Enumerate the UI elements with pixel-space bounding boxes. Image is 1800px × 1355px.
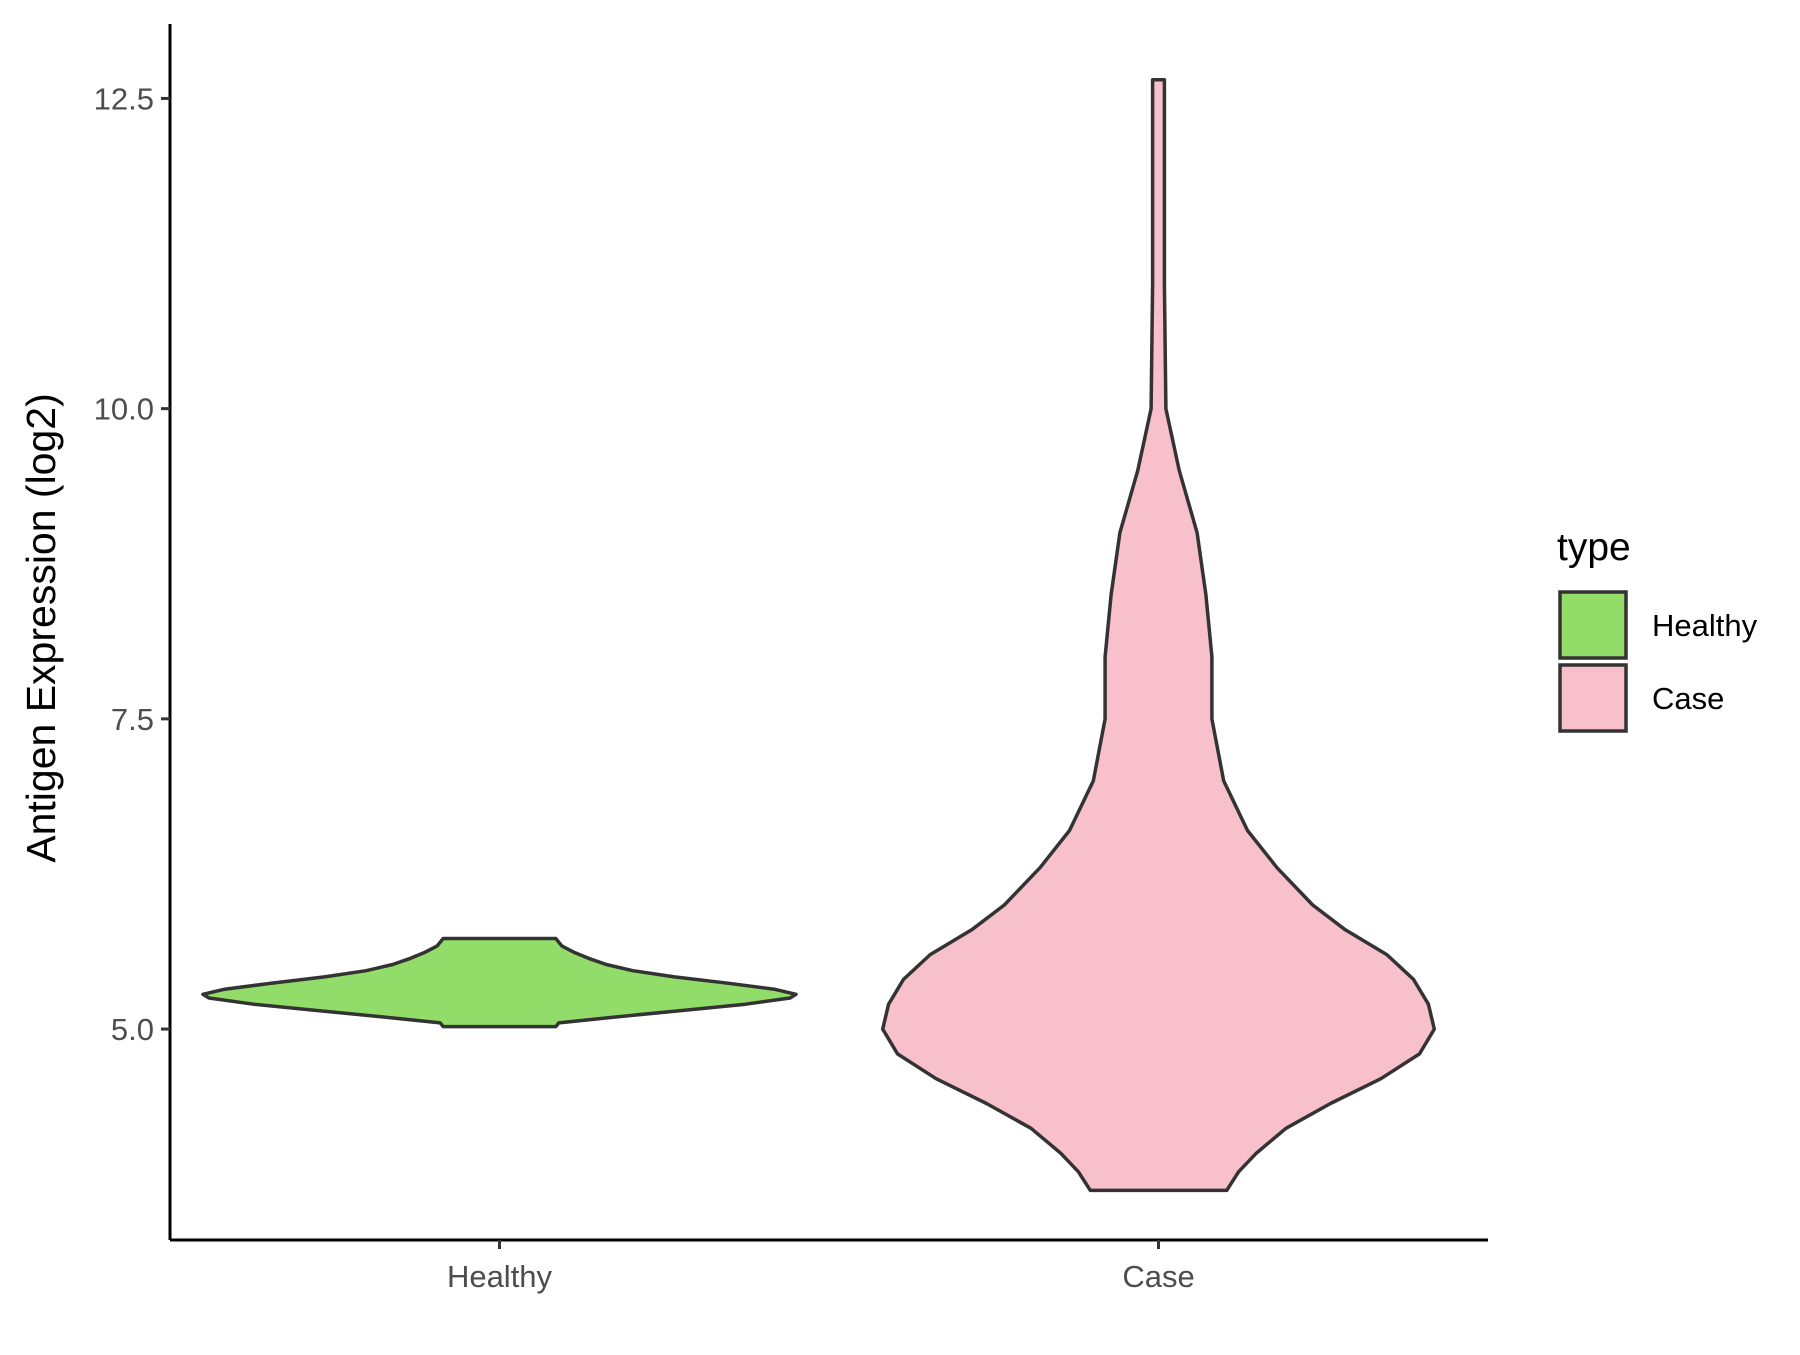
y-tick-label: 12.5 bbox=[94, 81, 154, 116]
violin-healthy bbox=[201, 936, 798, 1029]
violin-case bbox=[880, 78, 1437, 1193]
legend-key-case bbox=[1558, 663, 1628, 733]
y-axis-title: Antigen Expression (log2) bbox=[18, 393, 64, 862]
y-tick-label: 5.0 bbox=[111, 1012, 154, 1047]
legend-label-healthy: Healthy bbox=[1652, 608, 1758, 643]
legend-key-healthy bbox=[1558, 590, 1628, 660]
x-axis: Healthy Case bbox=[170, 1238, 1488, 1294]
violins bbox=[201, 78, 1437, 1193]
y-tick-label: 10.0 bbox=[94, 392, 154, 427]
x-tick-label: Case bbox=[1122, 1259, 1194, 1294]
y-tick-label: 7.5 bbox=[111, 702, 154, 737]
legend: type Healthy Case bbox=[1557, 526, 1758, 733]
legend-label-case: Case bbox=[1652, 681, 1724, 716]
legend-title: type bbox=[1557, 526, 1631, 569]
y-axis: 5.0 7.5 10.0 12.5 bbox=[94, 24, 172, 1240]
x-tick-label: Healthy bbox=[447, 1259, 553, 1294]
